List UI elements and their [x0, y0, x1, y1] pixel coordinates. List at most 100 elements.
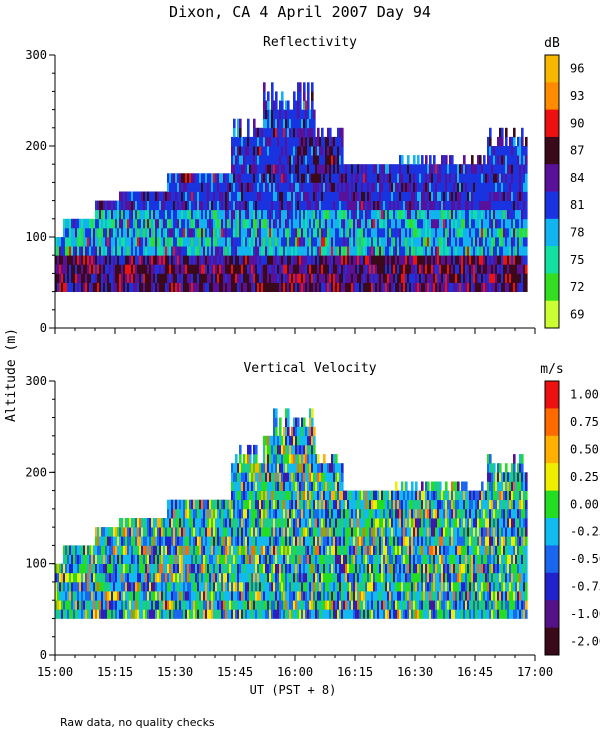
- data-cell: [205, 572, 208, 583]
- data-cell: [185, 563, 188, 574]
- data-cell: [389, 237, 392, 247]
- data-cell: [453, 273, 456, 283]
- data-cell: [239, 536, 242, 546]
- data-cell: [247, 173, 250, 183]
- data-cell: [329, 218, 332, 229]
- data-cell: [197, 200, 200, 211]
- data-cell: [379, 200, 382, 211]
- data-cell: [489, 227, 492, 238]
- data-cell: [157, 246, 160, 256]
- data-cell: [453, 191, 456, 201]
- data-cell: [139, 572, 142, 583]
- data-cell: [95, 200, 98, 211]
- data-cell: [273, 527, 276, 537]
- data-cell: [139, 246, 142, 256]
- data-cell: [245, 191, 248, 201]
- data-cell: [419, 227, 422, 238]
- data-cell: [339, 173, 342, 183]
- data-cell: [317, 182, 320, 192]
- data-cell: [365, 209, 368, 220]
- data-cell: [253, 463, 256, 473]
- data-cell: [157, 273, 160, 283]
- data-cell: [195, 591, 198, 601]
- data-cell: [233, 600, 236, 610]
- data-cell: [251, 182, 254, 192]
- data-cell: [147, 191, 150, 201]
- data-cell: [257, 191, 260, 201]
- data-cell: [273, 581, 276, 592]
- data-cell: [347, 282, 350, 292]
- data-cell: [421, 282, 424, 292]
- data-cell: [507, 146, 510, 156]
- data-cell: [351, 164, 354, 174]
- data-cell: [195, 246, 198, 256]
- data-cell: [97, 264, 100, 274]
- data-cell: [233, 255, 236, 265]
- data-cell: [293, 200, 296, 211]
- data-cell: [339, 200, 342, 211]
- data-cell: [217, 255, 220, 265]
- data-cell: [253, 527, 256, 537]
- data-cell: [227, 600, 230, 610]
- data-cell: [337, 127, 340, 138]
- data-cell: [357, 273, 360, 283]
- data-cell: [197, 227, 200, 238]
- data-cell: [169, 273, 172, 283]
- data-cell: [235, 218, 238, 229]
- data-cell: [239, 246, 242, 256]
- data-cell: [283, 109, 286, 120]
- data-cell: [137, 600, 140, 610]
- data-cell: [183, 200, 186, 211]
- data-cell: [291, 273, 294, 283]
- data-cell: [283, 581, 286, 592]
- data-cell: [173, 282, 176, 292]
- data-cell: [153, 527, 156, 537]
- data-cell: [93, 545, 96, 555]
- data-cell: [367, 273, 370, 283]
- data-cell: [359, 173, 362, 183]
- data-cell: [213, 191, 216, 201]
- data-cell: [185, 591, 188, 601]
- data-cell: [163, 600, 166, 610]
- data-cell: [265, 109, 268, 120]
- data-cell: [319, 191, 322, 201]
- data-cell: [113, 536, 116, 546]
- data-cell: [437, 182, 440, 192]
- data-cell: [333, 264, 336, 274]
- data-cell: [453, 264, 456, 274]
- data-cell: [289, 118, 292, 129]
- data-cell: [289, 264, 292, 274]
- data-cell: [265, 572, 268, 583]
- data-cell: [485, 282, 488, 292]
- data-cell: [507, 209, 510, 220]
- data-cell: [279, 209, 282, 220]
- data-cell: [341, 155, 344, 165]
- data-cell: [149, 600, 152, 610]
- data-cell: [477, 246, 480, 256]
- data-cell: [205, 264, 208, 274]
- data-cell: [161, 209, 164, 220]
- data-cell: [473, 218, 476, 229]
- data-cell: [167, 563, 170, 574]
- data-cell: [459, 246, 462, 256]
- data-cell: [235, 146, 238, 156]
- data-cell: [381, 191, 384, 201]
- colorbar-swatch: [545, 246, 559, 274]
- x-axis-label: UT (PST + 8): [250, 683, 337, 697]
- data-cell: [327, 209, 330, 220]
- data-cell: [249, 499, 252, 510]
- data-cell: [377, 173, 380, 183]
- data-cell: [295, 255, 298, 265]
- data-cell: [299, 182, 302, 192]
- data-cell: [273, 444, 276, 455]
- data-cell: [511, 182, 514, 192]
- data-cell: [65, 237, 68, 247]
- data-cell: [217, 173, 220, 183]
- data-cell: [181, 545, 184, 555]
- data-cell: [489, 146, 492, 156]
- data-cell: [151, 255, 154, 265]
- data-cell: [241, 572, 244, 583]
- data-cell: [197, 572, 200, 583]
- data-cell: [413, 264, 416, 274]
- data-cell: [199, 499, 202, 510]
